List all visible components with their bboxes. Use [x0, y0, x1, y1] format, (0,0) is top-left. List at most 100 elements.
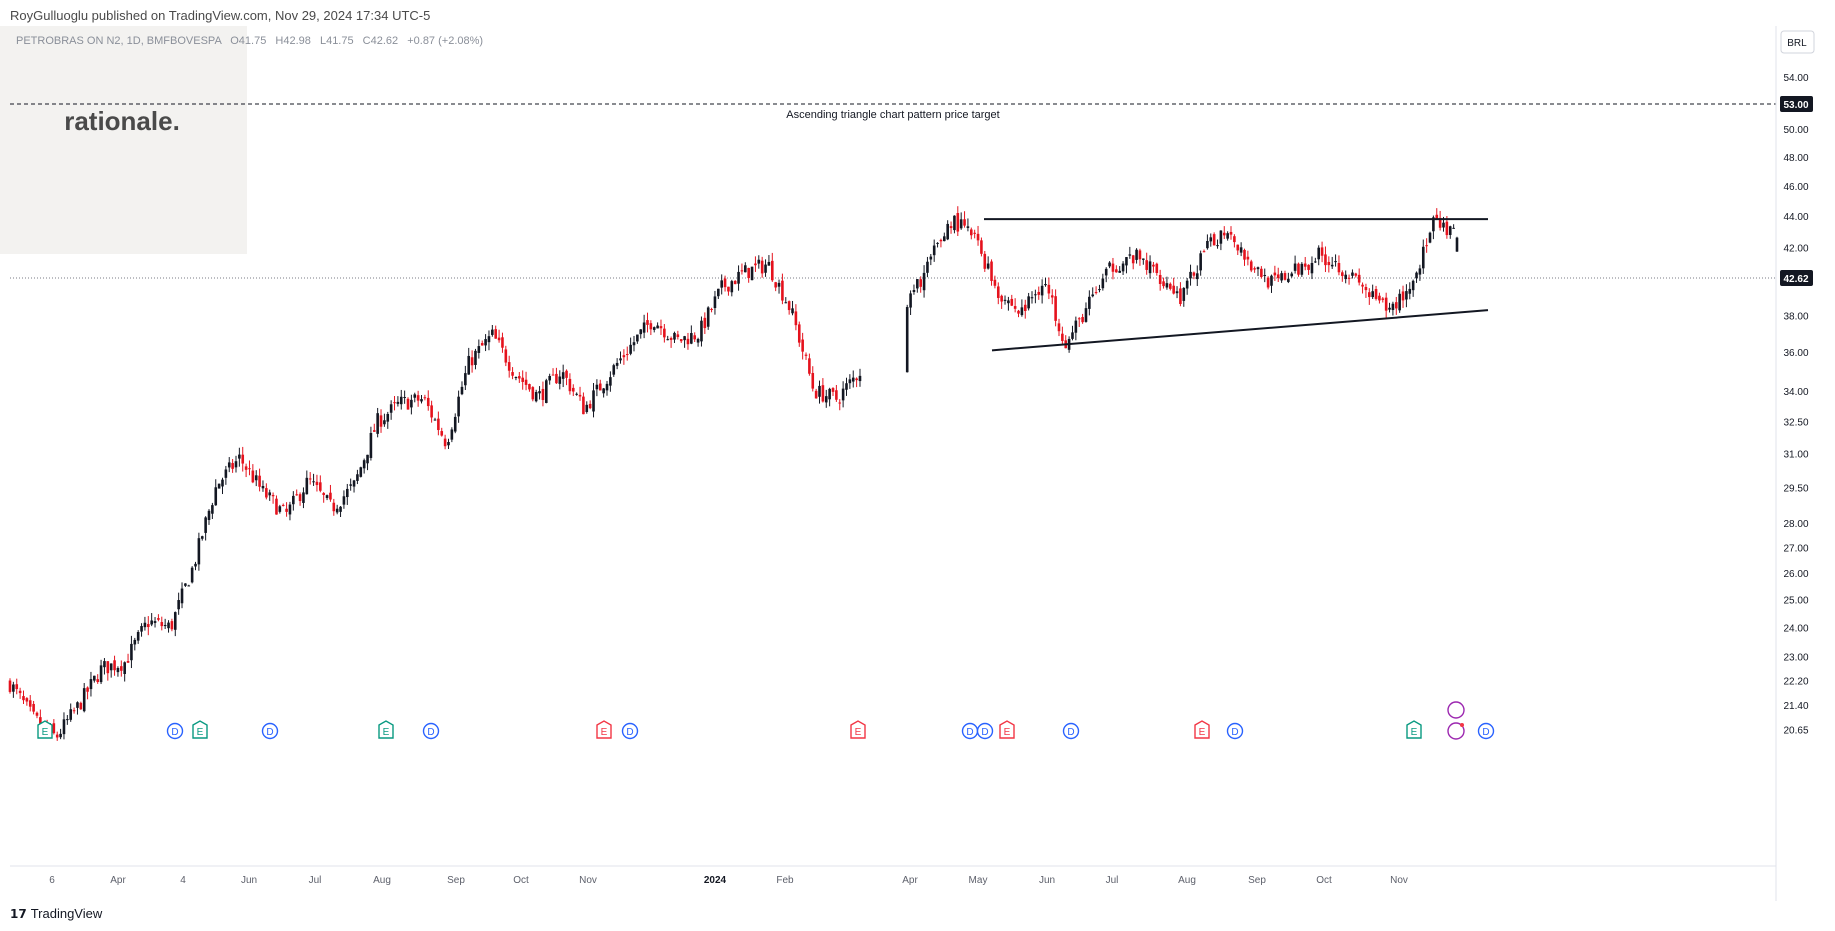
candle-body: [116, 667, 120, 673]
earnings-event-icon[interactable]: [1194, 720, 1210, 739]
candle-body: [1020, 307, 1024, 316]
candle-body: [251, 470, 255, 483]
candle-body: [184, 583, 187, 586]
earnings-event-icon[interactable]: [596, 720, 612, 739]
candle-body: [784, 302, 788, 304]
earnings-event-icon[interactable]: [378, 720, 394, 739]
watermark-box: [0, 26, 247, 254]
ideas-star-icon[interactable]: [1447, 701, 1465, 719]
price-chart[interactable]: rationale. PETROBRAS ON N2, 1D, BMFBOVES…: [0, 26, 1835, 901]
candle-body: [1195, 273, 1199, 280]
candle-body: [1010, 298, 1014, 306]
candle-body: [1384, 297, 1388, 311]
candle-body: [1347, 277, 1351, 279]
candle-body: [416, 395, 420, 401]
candle-body: [345, 488, 349, 498]
candle-body: [632, 342, 636, 346]
candle-body: [582, 396, 585, 415]
earnings-event-icon[interactable]: [192, 720, 208, 739]
candle-body: [1155, 263, 1159, 274]
candle-body: [288, 504, 292, 515]
candle-body: [214, 487, 218, 506]
candle-body: [1445, 221, 1449, 236]
dividend-event-icon[interactable]: [1062, 722, 1080, 740]
event-label: E: [855, 727, 862, 738]
candle-body: [167, 622, 170, 629]
candle-body: [308, 478, 312, 480]
candle-body: [153, 621, 157, 623]
candle-body: [86, 687, 89, 692]
candle-body: [22, 696, 25, 701]
candle-body: [457, 396, 460, 417]
candle-body: [426, 397, 430, 407]
candle-body: [1293, 263, 1297, 271]
time-axis-tick: Jul: [1106, 875, 1119, 886]
candle-body: [669, 338, 673, 340]
candle-body: [845, 383, 848, 390]
candle-body: [548, 375, 551, 381]
dividend-event-icon[interactable]: [1477, 722, 1495, 740]
earnings-event-icon[interactable]: [37, 720, 53, 739]
candle-body: [1442, 222, 1445, 228]
candle-body: [804, 354, 808, 356]
candle-body: [1425, 245, 1428, 247]
candle-body: [969, 229, 973, 236]
trendlines-layer[interactable]: [984, 218, 1489, 352]
candle-body: [89, 679, 93, 690]
dividend-event-icon[interactable]: [166, 722, 184, 740]
candle-body: [275, 498, 278, 515]
candle-body: [585, 404, 589, 412]
candle-body: [25, 698, 29, 702]
candle-body: [1432, 217, 1435, 232]
candle-body: [1276, 274, 1280, 279]
earnings-event-icon[interactable]: [850, 720, 866, 739]
candle-body: [1017, 310, 1020, 314]
candle-body: [693, 335, 697, 340]
candle-body: [524, 379, 528, 385]
dividend-event-icon[interactable]: [976, 722, 994, 740]
candle-body: [437, 418, 440, 431]
dividend-event-icon[interactable]: [422, 722, 440, 740]
price-axis-tick: 48.00: [1783, 153, 1808, 164]
candle-body: [1179, 288, 1182, 304]
price-axis-tick: 26.00: [1783, 569, 1808, 580]
candle-body: [1081, 317, 1084, 323]
dividend-event-icon[interactable]: [1226, 722, 1244, 740]
currency-button[interactable]: [1780, 30, 1815, 54]
footer-brand[interactable]: 𝟭𝟳 TradingView: [10, 906, 102, 921]
candle-body: [1273, 272, 1277, 276]
candle-body: [1314, 261, 1317, 263]
candle-body: [450, 429, 454, 440]
candle-body: [932, 245, 936, 256]
candle-body: [578, 394, 582, 397]
candle-body: [271, 494, 275, 497]
candle-body: [430, 405, 433, 418]
candle-body: [1371, 291, 1374, 298]
candle-body: [298, 494, 302, 502]
candle-body: [737, 271, 740, 284]
candle-body: [801, 339, 804, 352]
earnings-event-icon[interactable]: [1406, 720, 1422, 739]
candle-body: [1256, 267, 1260, 270]
dividend-event-icon[interactable]: [261, 722, 279, 740]
candle-body: [1034, 294, 1037, 296]
earnings-event-icon[interactable]: [999, 720, 1015, 739]
candle-body: [1324, 254, 1327, 266]
candle-body: [1411, 280, 1415, 291]
candle-body: [831, 388, 835, 392]
candle-body: [1007, 300, 1010, 304]
candle-body: [916, 279, 919, 289]
candle-body: [234, 461, 238, 468]
price-axis-tick: 25.00: [1783, 596, 1808, 607]
candle-body: [1448, 226, 1452, 235]
time-axis-tick: Feb: [776, 875, 794, 886]
candle-body: [723, 278, 727, 288]
lightning-icon[interactable]: [1447, 722, 1465, 740]
candle-body: [369, 432, 373, 458]
candle-body: [518, 376, 521, 379]
candle-body: [686, 338, 690, 345]
dividend-event-icon[interactable]: [621, 722, 639, 740]
candle-body: [1047, 284, 1051, 294]
candle-body: [180, 588, 184, 604]
